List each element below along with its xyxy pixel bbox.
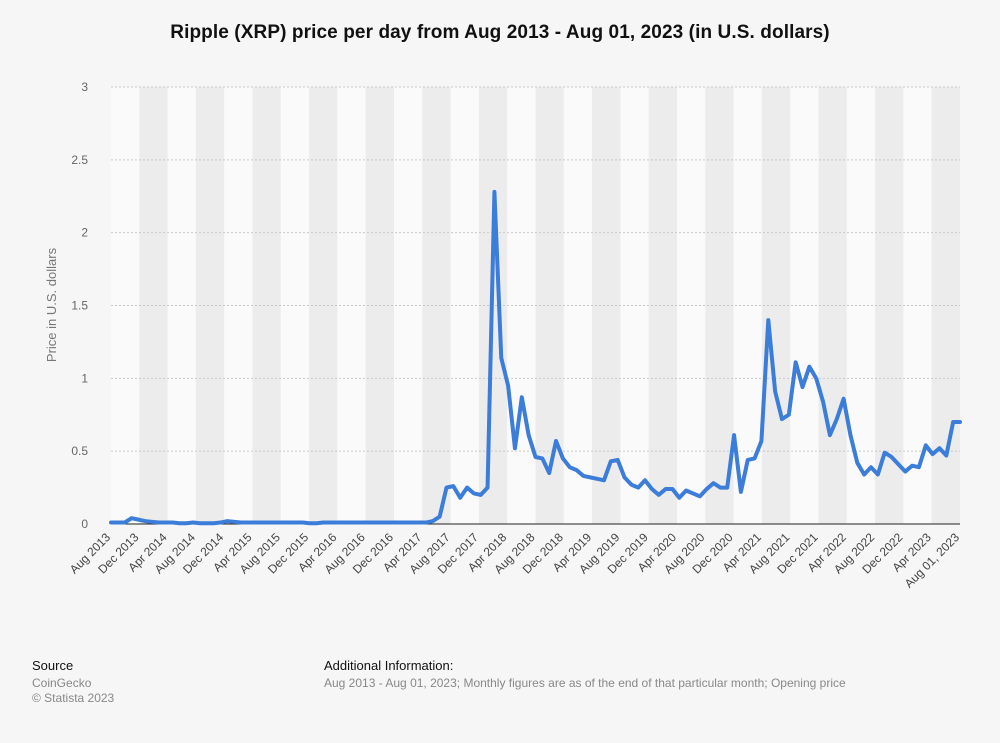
y-axis-ticks: 0 0.5 1 1.5 2 2.5 3: [71, 80, 88, 531]
source-heading: Source: [32, 658, 74, 673]
y-tick-label: 3: [81, 80, 88, 94]
y-axis-label: Price in U.S. dollars: [44, 247, 59, 362]
copyright: © Statista 2023: [32, 691, 115, 705]
y-tick-label: 1: [81, 371, 88, 385]
y-tick-label: 2: [81, 226, 88, 240]
y-tick-label: 0: [81, 517, 88, 531]
source-name: CoinGecko: [32, 676, 92, 690]
additional-info-text: Aug 2013 - Aug 01, 2023; Monthly figures…: [324, 676, 846, 690]
series-line: [109, 189, 962, 526]
y-tick-label: 0.5: [71, 444, 88, 458]
y-tick-label: 2.5: [71, 153, 88, 167]
series-group: [109, 189, 962, 526]
y-tick-label: 1.5: [71, 299, 88, 313]
chart-title: Ripple (XRP) price per day from Aug 2013…: [170, 22, 830, 43]
additional-info-heading: Additional Information:: [324, 658, 454, 673]
